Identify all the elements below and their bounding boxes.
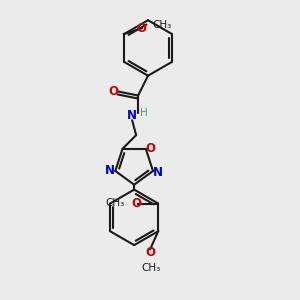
Text: O: O <box>108 85 118 98</box>
Text: O: O <box>137 22 147 34</box>
Text: N: N <box>153 167 163 179</box>
Text: O: O <box>145 245 155 259</box>
Text: O: O <box>146 142 156 155</box>
Text: CH₃: CH₃ <box>153 20 172 30</box>
Text: N: N <box>127 109 137 122</box>
Text: N: N <box>105 164 115 178</box>
Text: CH₃: CH₃ <box>105 197 124 208</box>
Text: O: O <box>131 197 141 210</box>
Text: CH₃: CH₃ <box>142 263 161 273</box>
Text: H: H <box>140 108 148 118</box>
